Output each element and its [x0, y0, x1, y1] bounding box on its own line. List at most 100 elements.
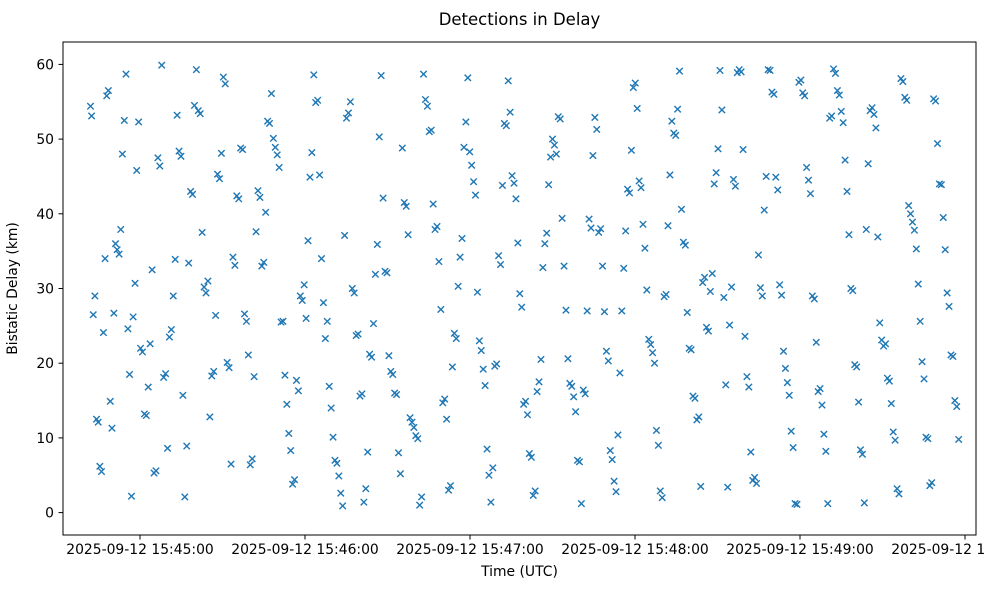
detection-marker — [184, 259, 193, 267]
detection-marker — [340, 231, 349, 240]
detection-marker — [358, 390, 366, 398]
detection-marker — [564, 355, 572, 363]
detection-marker — [783, 378, 792, 387]
detection-marker — [479, 365, 487, 373]
detection-marker — [856, 446, 865, 454]
detection-marker — [327, 404, 335, 412]
detection-marker — [275, 163, 283, 172]
detection-marker — [235, 195, 243, 203]
detection-marker — [889, 428, 897, 436]
detection-marker — [238, 145, 247, 154]
x-tick-label: 2025-09-12 15:45:00 — [66, 542, 214, 558]
detection-marker — [591, 113, 599, 122]
detection-marker — [375, 133, 383, 141]
detection-marker — [589, 151, 597, 160]
detection-marker — [392, 390, 401, 399]
detection-marker — [577, 499, 586, 508]
detection-marker — [290, 476, 299, 484]
detection-marker — [943, 289, 951, 297]
detection-marker — [758, 292, 767, 300]
detection-marker — [385, 352, 393, 360]
detection-marker — [725, 321, 734, 329]
detection-marker — [812, 338, 820, 346]
detection-marker — [154, 154, 162, 162]
detection-marker — [683, 308, 691, 317]
detection-marker — [118, 150, 127, 158]
detection-marker — [916, 317, 924, 326]
detection-marker — [227, 460, 235, 468]
y-axis-label: Bistatic Delay (km) — [5, 222, 21, 355]
detection-marker — [402, 202, 410, 211]
detection-marker — [108, 424, 116, 432]
detection-marker — [467, 161, 476, 169]
detection-marker — [747, 448, 755, 456]
detection-marker — [131, 279, 139, 287]
detection-marker — [441, 395, 449, 403]
detection-marker — [537, 355, 545, 364]
detection-marker — [585, 215, 593, 223]
y-tick-label: 50 — [36, 132, 54, 148]
detection-marker — [914, 280, 922, 288]
detection-marker — [521, 397, 530, 405]
detection-marker — [190, 101, 199, 110]
plot-area-border — [62, 41, 977, 536]
detection-marker — [288, 480, 297, 488]
detection-marker — [508, 172, 516, 180]
detection-marker — [371, 270, 380, 279]
detection-marker — [142, 411, 151, 420]
detection-marker — [448, 363, 457, 371]
detection-marker — [406, 414, 414, 422]
detection-marker — [410, 423, 418, 432]
detection-marker — [122, 70, 130, 78]
detection-marker — [556, 115, 564, 123]
detection-marker — [325, 382, 333, 391]
detection-marker — [648, 349, 657, 357]
detection-marker — [127, 492, 136, 500]
detection-marker — [816, 384, 824, 393]
detection-marker — [442, 415, 451, 423]
detection-marker — [552, 150, 561, 158]
detection-marker — [210, 367, 218, 376]
detection-marker — [920, 375, 928, 383]
detection-marker — [849, 287, 857, 295]
detection-marker — [179, 391, 187, 400]
detection-marker — [941, 245, 949, 254]
detection-marker — [115, 250, 123, 258]
detection-marker — [818, 401, 826, 409]
detection-marker — [89, 310, 97, 319]
y-tick-label: 20 — [36, 356, 54, 372]
detection-marker — [342, 114, 351, 122]
detection-marker — [252, 228, 260, 236]
detection-marker — [248, 455, 256, 463]
detection-marker — [731, 182, 740, 190]
detection-marker — [348, 284, 356, 293]
detection-marker — [756, 284, 765, 292]
detection-marker — [87, 112, 96, 120]
detection-marker — [639, 220, 647, 228]
detection-marker — [806, 189, 815, 198]
detection-marker — [760, 206, 768, 214]
detection-marker — [329, 433, 337, 441]
detection-marker — [951, 396, 959, 405]
detection-marker — [429, 200, 437, 208]
detection-marker — [277, 318, 285, 326]
detection-marker — [845, 231, 853, 239]
detection-marker — [417, 493, 426, 501]
detection-marker — [296, 292, 305, 300]
detection-marker — [568, 382, 576, 391]
x-tick-label: 2025-09-12 15:48:00 — [561, 542, 709, 558]
x-tick-label: 2025-09-12 15:50:00 — [891, 542, 986, 558]
detection-marker — [129, 313, 137, 321]
y-tick-label: 10 — [36, 431, 54, 447]
detection-marker — [937, 180, 946, 189]
detection-marker — [643, 286, 651, 294]
detection-marker — [379, 194, 387, 202]
y-tick-label: 0 — [45, 506, 54, 522]
detection-marker — [664, 222, 672, 230]
x-tick-label: 2025-09-12 15:46:00 — [231, 542, 379, 558]
detection-marker — [464, 74, 472, 82]
detection-marker — [483, 445, 491, 453]
detection-marker — [575, 458, 584, 466]
detection-marker — [389, 370, 397, 379]
detection-marker — [895, 490, 903, 498]
